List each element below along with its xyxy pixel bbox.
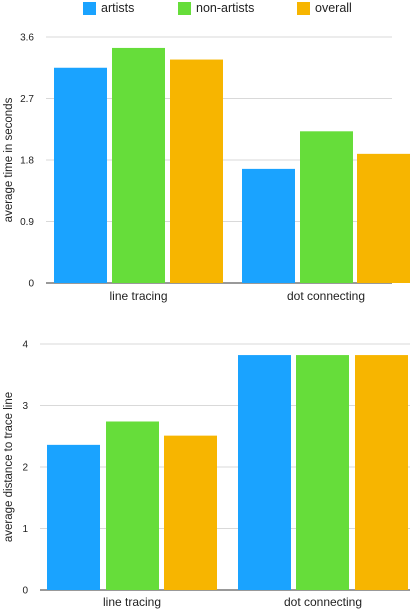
legend-label-artists: artists <box>101 1 135 15</box>
y-tick-label: 2.7 <box>20 94 34 105</box>
y-tick-label: 2 <box>22 463 28 474</box>
chart-1: 0 0.9 1.8 2.7 3.6 line tracing dot connecting a… <box>3 33 410 303</box>
legend-swatch-non-artists <box>178 1 191 15</box>
bar-overall-dot-connecting <box>355 355 408 590</box>
bar-artists-line-tracing <box>47 444 100 590</box>
bar-overall-line-tracing <box>164 435 217 590</box>
legend-label-non-artists: non-artists <box>196 1 255 15</box>
bar-overall-dot-connecting <box>357 153 410 283</box>
y-tick-label: 1 <box>22 524 28 535</box>
legend-swatch-overall <box>297 1 310 15</box>
bar-artists-line-tracing <box>54 67 107 283</box>
x-category-label: dot connecting <box>287 289 365 303</box>
y-tick-label: 0 <box>28 279 34 290</box>
y-tick-label: 4 <box>22 340 28 351</box>
y-tick-label: 3 <box>22 401 28 412</box>
y-axis-title: average time in seconds <box>3 97 15 222</box>
y-tick-label: 0.9 <box>20 217 34 228</box>
bar-artists-dot-connecting <box>238 355 291 590</box>
bar-non-artists-dot-connecting <box>296 355 349 590</box>
y-tick-label: 3.6 <box>20 33 34 44</box>
legend-label-overall: overall <box>315 1 352 15</box>
x-category-label: dot connecting <box>284 595 362 609</box>
bar-non-artists-dot-connecting <box>300 131 353 283</box>
y-axis-title: average distance to trace line <box>3 392 15 542</box>
bar-artists-dot-connecting <box>242 168 295 283</box>
bar-non-artists-line-tracing <box>112 47 165 283</box>
legend-item-non-artists: non-artists <box>178 1 254 15</box>
y-tick-label: 1.8 <box>20 156 34 167</box>
y-tick-label: 0 <box>22 586 28 597</box>
legend-item-artists: artists <box>83 1 134 15</box>
legend-item-overall: overall <box>297 1 352 15</box>
x-category-label: line tracing <box>109 289 167 303</box>
chart-2: 0 1 2 3 4 line tracing dot connecting average d… <box>3 340 410 609</box>
bar-overall-line-tracing <box>170 59 223 283</box>
x-category-label: line tracing <box>103 595 161 609</box>
legend-swatch-artists <box>83 1 96 15</box>
chart-legend: artists non-artists overall <box>0 0 420 18</box>
bar-non-artists-line-tracing <box>106 421 159 590</box>
